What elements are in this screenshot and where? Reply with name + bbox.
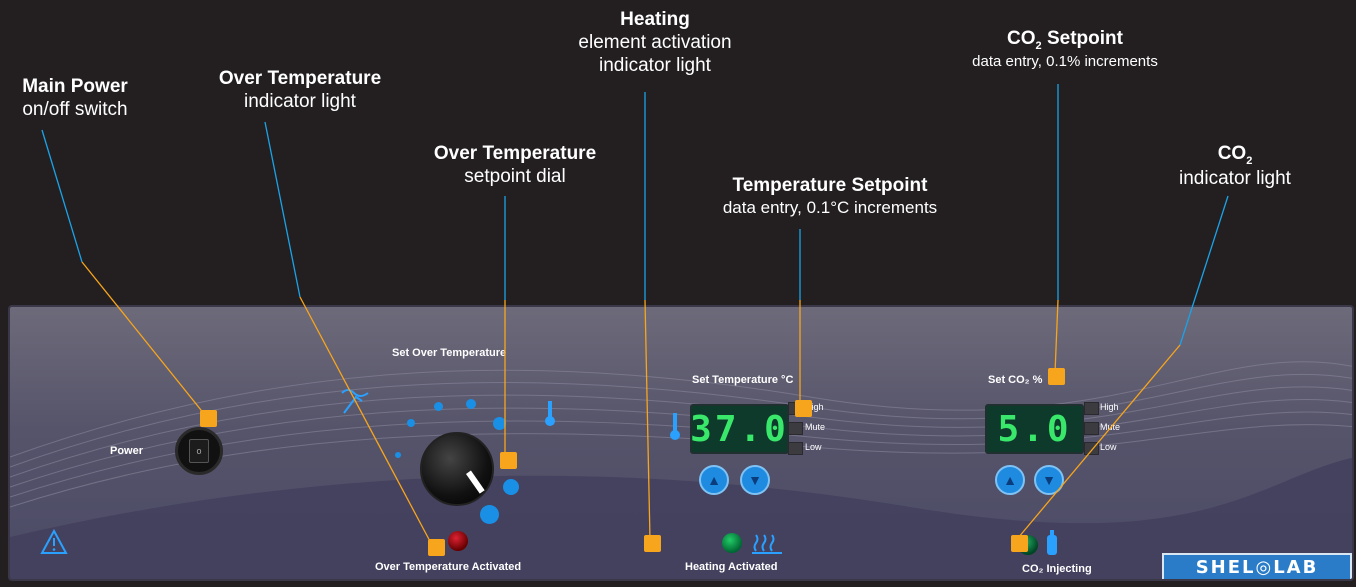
marker-over-temp-dial (500, 452, 517, 469)
callout-title: Temperature Setpoint (732, 175, 928, 196)
temp-up-button[interactable]: ▲ (699, 465, 729, 495)
temperature-display: 37.0 (690, 404, 789, 454)
dial-scale-dot (503, 479, 519, 495)
marker-co2-light (1011, 535, 1028, 552)
dial-scale-dot (434, 402, 443, 411)
co2-text: CO (1217, 143, 1247, 164)
callout-title: Main Power (22, 76, 128, 97)
alarm-low-led (788, 442, 803, 455)
alarm-mute-label: Mute (805, 422, 826, 432)
dial-scale-dot (395, 452, 401, 458)
heating-indicator-light (722, 533, 742, 553)
co2-alarm-high-label: High (1100, 402, 1119, 412)
dial-scale-dot (407, 419, 415, 427)
marker-temp-setpoint (795, 400, 812, 417)
callout-desc: indicator light (1179, 167, 1291, 189)
callout-title: CO2 (1150, 143, 1320, 168)
alarm-low-label: Low (805, 442, 822, 452)
set-temp-label: Set Temperature °C (692, 374, 794, 386)
callout-heating: Heating element activation indicator lig… (545, 9, 765, 77)
co2-alarm-low-label: Low (1100, 442, 1117, 452)
callout-title: Heating (620, 9, 690, 30)
co2-up-button[interactable]: ▲ (995, 465, 1025, 495)
dial-scale-dot (480, 505, 499, 524)
marker-co2-setpoint (1048, 368, 1065, 385)
over-temp-indicator-light (448, 531, 468, 551)
co2-display: 5.0 (985, 404, 1084, 454)
callout-main-power: Main Power on/off switch (0, 76, 150, 122)
marker-over-temp-light (428, 539, 445, 556)
set-over-temp-label: Set Over Temperature (392, 347, 507, 359)
co2-injecting-label: CO₂ Injecting (1022, 563, 1092, 575)
heating-activated-label: Heating Activated (685, 561, 778, 573)
dial-scale-dot (466, 399, 476, 409)
co2-text: CO (1007, 28, 1036, 49)
co2-alarm-mute-label: Mute (1100, 422, 1121, 432)
setpoint-text: Setpoint (1041, 28, 1123, 49)
gas-cylinder-icon (1047, 530, 1057, 555)
callout-co2-light: CO2 indicator light (1150, 143, 1320, 191)
callout-desc: data entry, 0.1% increments (972, 52, 1158, 70)
warning-icon (40, 529, 68, 554)
callout-title: Over Temperature (433, 143, 597, 164)
low-temp-icon (341, 389, 369, 414)
heating-icon (752, 534, 782, 554)
callout-title: CO2 Setpoint (930, 28, 1200, 53)
alarm-mute-led (788, 422, 803, 435)
callout-desc-1: element activation (578, 31, 732, 53)
power-switch[interactable]: o (175, 427, 223, 475)
alarm-high-label: High (805, 402, 824, 412)
dial-scale-dot (493, 417, 506, 430)
co2-down-button[interactable]: ▼ (1034, 465, 1064, 495)
co2-sub: 2 (1035, 39, 1042, 52)
callout-desc: data entry, 0.1°C increments (722, 197, 938, 217)
thermometer-icon (670, 413, 680, 440)
callout-desc: on/off switch (22, 98, 128, 120)
callout-desc: indicator light (244, 90, 356, 112)
callout-desc-2: indicator light (599, 54, 711, 76)
over-temp-activated-label: Over Temperature Activated (375, 561, 522, 573)
temp-down-button[interactable]: ▼ (740, 465, 770, 495)
co2-alarm-high-led (1084, 402, 1099, 415)
over-temp-dial[interactable] (420, 432, 494, 506)
callout-over-temp-dial: Over Temperature setpoint dial (410, 143, 620, 189)
set-co2-label: Set CO₂ % (988, 374, 1043, 386)
control-panel: Power o Set Over Temperature Over Temper… (8, 305, 1354, 581)
co2-sub: 2 (1246, 154, 1253, 167)
callout-over-temp-light: Over Temperature indicator light (195, 68, 405, 114)
co2-alarm-mute-led (1084, 422, 1099, 435)
callout-temp-setpoint: Temperature Setpoint data entry, 0.1°C i… (680, 175, 980, 218)
callout-desc: setpoint dial (464, 165, 566, 187)
callout-title: Over Temperature (218, 68, 382, 89)
power-label: Power (110, 445, 144, 457)
shellab-logo: SHEL◎LAB (1162, 553, 1352, 579)
callout-co2-setpoint: CO2 Setpoint data entry, 0.1% increments (930, 28, 1200, 71)
marker-heating-light (644, 535, 661, 552)
thermometer-icon (545, 401, 555, 426)
